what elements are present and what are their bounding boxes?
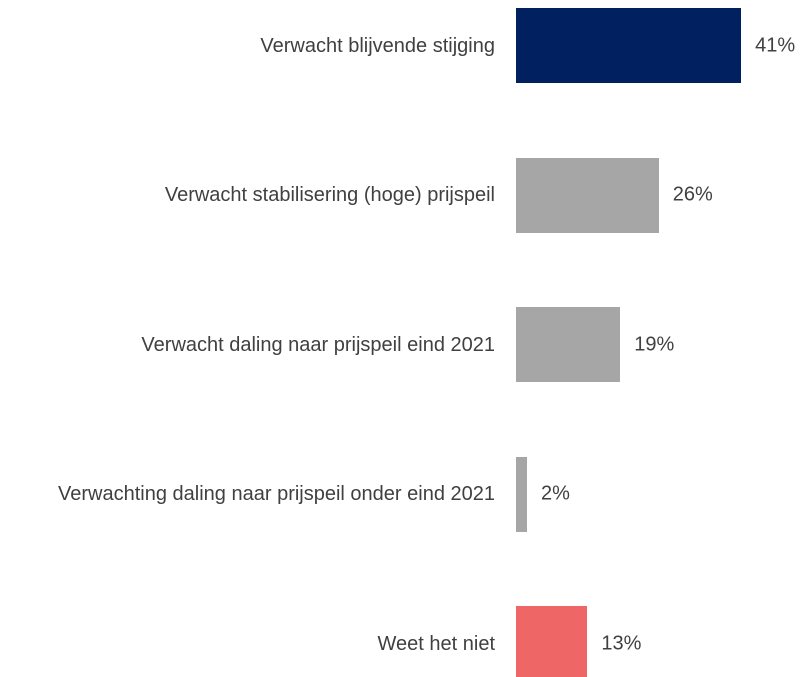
category-label: Verwacht blijvende stijging (260, 34, 495, 57)
value-label: 26% (672, 183, 713, 206)
bar (516, 307, 621, 382)
value-label: 41% (755, 34, 796, 56)
category-label: Verwacht stabilisering (hoge) prijspeil (164, 184, 495, 206)
value-label: 13% (601, 632, 642, 654)
bar (516, 456, 527, 532)
bar (516, 8, 742, 83)
value-label: 19% (634, 333, 675, 355)
bar (516, 157, 659, 233)
category-label: Weet het niet (377, 632, 495, 655)
category-label: Verwachting daling naar prijspeil onder … (58, 483, 495, 505)
bar (516, 606, 588, 677)
value-label: 2% (540, 482, 570, 505)
category-label: Verwacht daling naar prijspeil eind 2021 (141, 333, 495, 356)
